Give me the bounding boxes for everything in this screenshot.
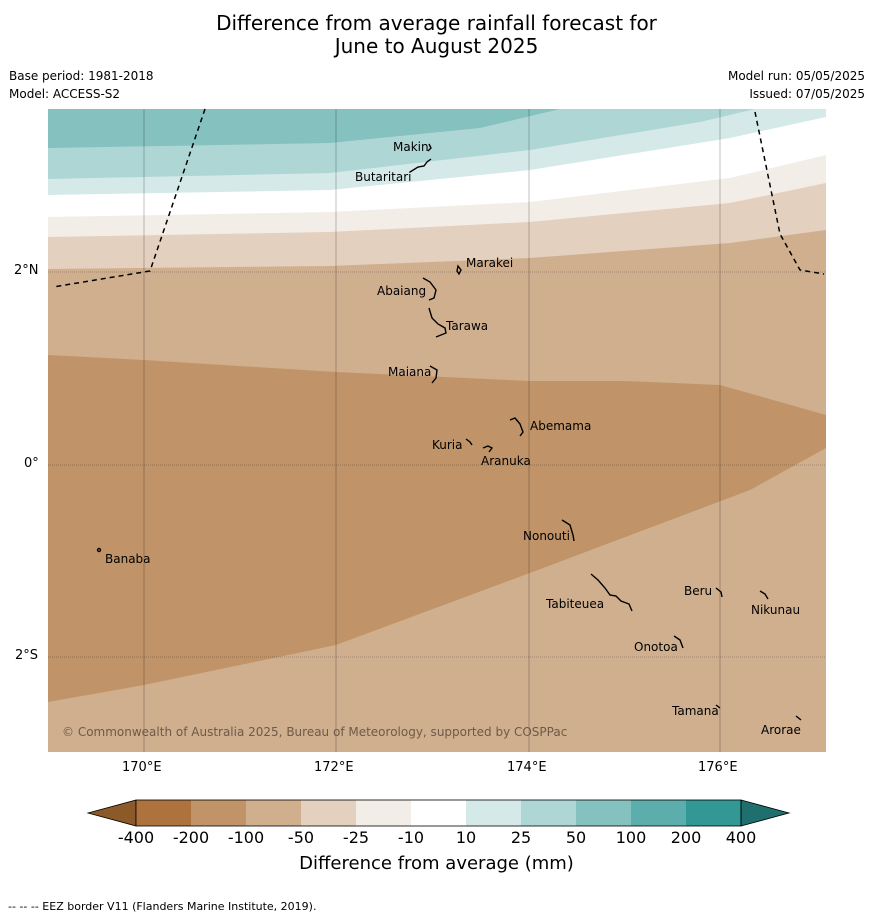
label-maiana: Maiana	[388, 365, 431, 379]
colorbar-title: Difference from average (mm)	[299, 853, 574, 874]
colorbar-frame	[135, 799, 742, 827]
colorbar-segment	[686, 800, 741, 826]
lat-label-2n: 2°N	[14, 263, 39, 278]
colorbar-segment	[411, 800, 466, 826]
colorbar-tick-label: 10	[455, 828, 477, 847]
eez-border-east	[754, 111, 825, 275]
label-makin: Makin	[393, 140, 429, 154]
model-name: Model: ACCESS-S2	[9, 87, 121, 101]
forecast-bands	[48, 109, 826, 752]
colorbar-arrow-low	[86, 799, 137, 827]
island-nikunau	[759, 590, 769, 600]
model-run-date: Model run: 05/05/2025	[727, 69, 865, 83]
island-tamana	[715, 704, 721, 709]
eez-border	[52, 108, 825, 288]
copyright-notice: © Commonwealth of Australia 2025, Bureau…	[62, 725, 567, 739]
eez-legend-note: -- -- -- EEZ border V11 (Flanders Marine…	[8, 900, 317, 913]
island-aranuka	[482, 445, 494, 453]
island-tabiteuea	[590, 573, 633, 612]
colorbar-tick-label: 400	[725, 828, 757, 847]
island-nonouti	[561, 519, 575, 542]
colorbar-segment	[301, 800, 356, 826]
label-abaiang: Abaiang	[377, 284, 426, 298]
island-abemama	[509, 417, 524, 437]
colorbar-tick-label: 200	[670, 828, 702, 847]
title-line-2: June to August 2025	[334, 34, 539, 58]
label-tabiteuea: Tabiteuea	[545, 597, 604, 611]
label-beru: Beru	[684, 584, 712, 598]
islands	[96, 143, 802, 721]
lat-label-2s: 2°S	[15, 648, 39, 663]
label-tarawa: Tarawa	[445, 319, 488, 333]
lat-label-equator: 0°	[24, 456, 39, 471]
colorbar-tick-label: -200	[172, 828, 210, 847]
colorbar-arrow-high	[740, 799, 791, 827]
map-title: Difference from average rainfall forecas…	[0, 12, 873, 58]
colorbar-tick-label: 100	[615, 828, 647, 847]
island-arorae	[795, 715, 802, 721]
colorbar-segment	[136, 800, 191, 826]
colorbar-segment	[631, 800, 686, 826]
label-marakei: Marakei	[466, 256, 513, 270]
band-plus-50	[48, 109, 560, 148]
graticule	[48, 109, 826, 752]
colorbar	[86, 799, 791, 827]
lon-label-174e: 174°E	[507, 760, 547, 775]
colorbar-tick-label: 25	[510, 828, 532, 847]
label-nikunau: Nikunau	[751, 603, 800, 617]
colorbar-tick-label: -400	[117, 828, 155, 847]
label-kuria: Kuria	[432, 438, 463, 452]
island-abaiang	[422, 277, 437, 301]
colorbar-tick-label: 50	[565, 828, 587, 847]
island-butaritari	[409, 158, 432, 173]
island-kuria	[465, 438, 473, 446]
island-maiana	[429, 365, 438, 384]
island-onotoa	[673, 635, 684, 649]
label-nonouti: Nonouti	[523, 529, 570, 543]
issued-date: Issued: 07/05/2025	[749, 87, 865, 101]
base-period: Base period: 1981-2018	[9, 69, 154, 83]
label-onotoa: Onotoa	[634, 640, 678, 654]
island-tarawa	[428, 307, 447, 338]
label-abemama: Abemama	[530, 419, 591, 433]
colorbar-segment	[521, 800, 576, 826]
colorbar-tick-label: -100	[227, 828, 265, 847]
colorbar-tick-label: -25	[342, 828, 370, 847]
colorbar-segment	[576, 800, 631, 826]
island-marakei	[456, 264, 462, 276]
lon-label-172e: 172°E	[314, 760, 354, 775]
island-banaba	[96, 547, 102, 553]
island-makin	[427, 143, 432, 152]
colorbar-segment	[246, 800, 301, 826]
title-line-1: Difference from average rainfall forecas…	[216, 11, 657, 35]
place-labels: Makin Butaritari Marakei Abaiang Tarawa …	[105, 140, 801, 737]
label-butaritari: Butaritari	[355, 170, 412, 184]
lon-label-170e: 170°E	[122, 760, 162, 775]
colorbar-tick-label: -10	[397, 828, 425, 847]
label-aranuka: Aranuka	[481, 454, 531, 468]
label-banaba: Banaba	[105, 552, 151, 566]
label-tamana: Tamana	[671, 704, 719, 718]
colorbar-tick-label: -50	[287, 828, 315, 847]
colorbar-segment	[466, 800, 521, 826]
lon-label-176e: 176°E	[698, 760, 738, 775]
band-minus-200	[48, 355, 826, 702]
colorbar-segment	[191, 800, 246, 826]
colorbar-segment	[356, 800, 411, 826]
island-beru	[715, 587, 723, 598]
label-arorae: Arorae	[761, 723, 801, 737]
eez-border-west	[52, 108, 206, 288]
